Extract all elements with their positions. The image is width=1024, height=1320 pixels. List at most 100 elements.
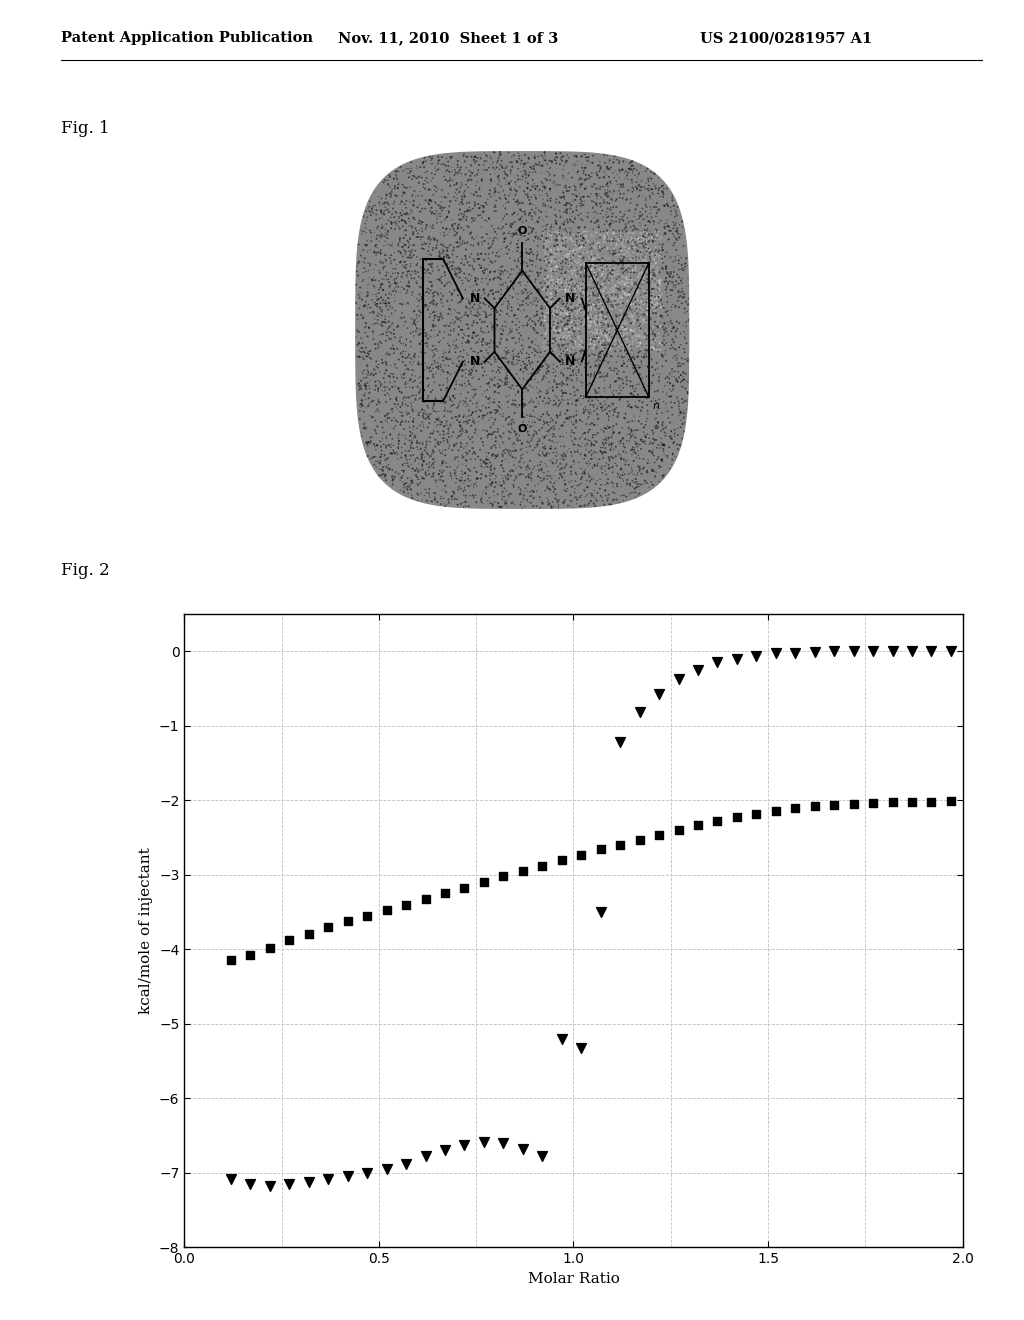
- Point: [392, 331, 409, 352]
- Point: [446, 388, 463, 409]
- Point: [547, 235, 563, 256]
- Point: [469, 185, 485, 206]
- Point: [586, 441, 602, 462]
- Point: [534, 156, 550, 177]
- Point: [513, 404, 529, 425]
- Point: [458, 484, 474, 506]
- Point: [413, 444, 429, 465]
- Point: [464, 227, 480, 248]
- Point: [537, 413, 553, 434]
- Point: [545, 442, 561, 463]
- Point: [679, 391, 695, 412]
- Point: [368, 210, 384, 231]
- Point: [632, 447, 648, 469]
- Point: [512, 483, 528, 504]
- Point: [475, 263, 492, 284]
- Point: [670, 391, 686, 412]
- Point: [568, 186, 585, 207]
- Point: [647, 265, 664, 286]
- Point: [638, 222, 654, 243]
- Point: [548, 461, 564, 482]
- Point: [597, 441, 613, 462]
- Point: [611, 314, 628, 335]
- Point: [538, 232, 554, 253]
- Point: [398, 428, 415, 449]
- Point: [508, 191, 524, 213]
- Point: [532, 297, 549, 318]
- Point: [641, 290, 657, 312]
- Point: [611, 227, 628, 248]
- Point: [615, 224, 632, 246]
- Point: [653, 449, 670, 470]
- Point: [575, 293, 592, 314]
- Point: [402, 331, 419, 352]
- Point: [622, 334, 638, 355]
- Point: [666, 265, 682, 286]
- Point: [543, 272, 559, 293]
- Point: [484, 370, 501, 391]
- Point: [389, 169, 406, 190]
- Point: [567, 486, 584, 507]
- Point: [610, 360, 627, 381]
- Point: [518, 315, 535, 337]
- Point: [434, 466, 451, 487]
- Point: [383, 322, 399, 343]
- Point: [563, 194, 580, 215]
- Point: [649, 269, 666, 290]
- Point: [562, 286, 579, 308]
- Point: [516, 484, 532, 506]
- Point: [376, 216, 392, 238]
- Point: [487, 409, 504, 430]
- Point: [567, 363, 584, 384]
- Point: [603, 494, 620, 515]
- Point: [461, 160, 477, 181]
- Point: [563, 322, 580, 343]
- Point: [573, 145, 590, 166]
- Point: [409, 433, 425, 454]
- Point: [362, 253, 379, 275]
- Point: [601, 271, 617, 292]
- Point: [630, 335, 646, 356]
- Point: [531, 454, 548, 475]
- Point: [664, 428, 680, 449]
- Point: [419, 232, 435, 253]
- Point: [389, 177, 406, 198]
- Point: [586, 293, 602, 314]
- Point: [531, 420, 548, 441]
- Point: [387, 277, 403, 298]
- Point: [666, 211, 682, 232]
- Point: [418, 342, 434, 363]
- Point: [525, 330, 542, 351]
- Point: [527, 368, 544, 389]
- Point: [365, 321, 381, 342]
- Point: [602, 243, 618, 264]
- Point: [646, 276, 663, 297]
- Point: [606, 483, 623, 504]
- Point: [466, 442, 482, 463]
- Point: [635, 432, 651, 453]
- Point: [396, 363, 413, 384]
- Point: [571, 246, 588, 267]
- Point: [390, 234, 407, 255]
- Point: [466, 477, 482, 498]
- Point: [587, 264, 603, 285]
- Point: [501, 174, 517, 195]
- Point: [404, 216, 421, 238]
- Point: [611, 383, 628, 404]
- Point: [350, 284, 367, 305]
- Point: [408, 260, 424, 281]
- Point: [355, 239, 372, 260]
- Point: [485, 333, 502, 354]
- Point: [603, 300, 620, 321]
- Point: [582, 430, 598, 451]
- Point: [387, 214, 403, 235]
- Point: [460, 458, 476, 479]
- Point: [650, 223, 667, 244]
- Point: [650, 279, 667, 300]
- Point: [441, 219, 458, 240]
- Point: [561, 284, 578, 305]
- Point: [626, 286, 642, 308]
- Point: [420, 385, 436, 407]
- Point: [605, 259, 622, 280]
- Point: [423, 228, 439, 249]
